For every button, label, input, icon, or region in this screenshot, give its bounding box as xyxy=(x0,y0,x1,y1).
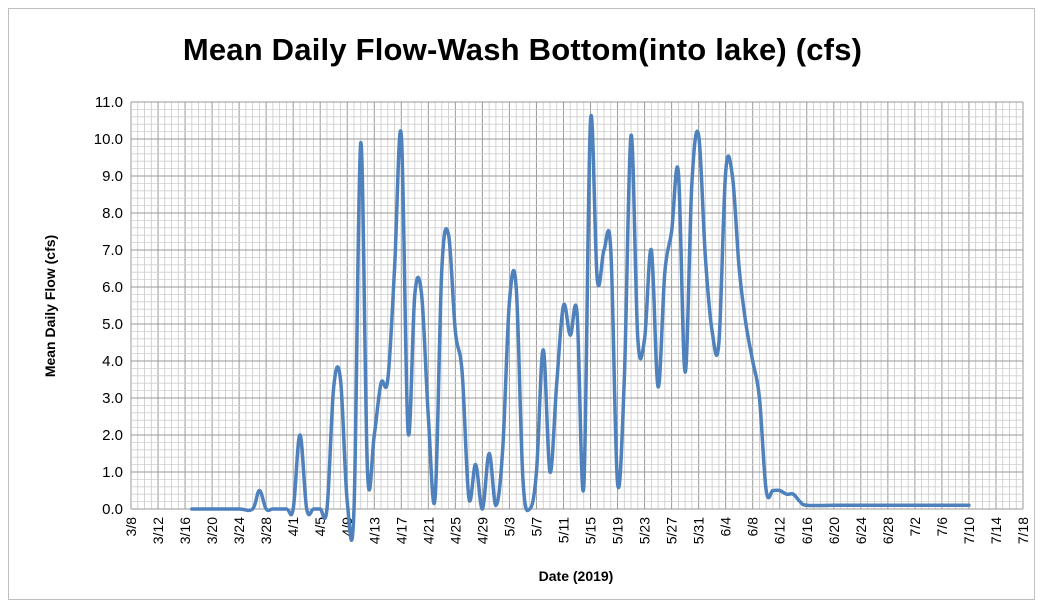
y-tick-label: 7.0 xyxy=(102,242,123,259)
x-tick-label: 3/20 xyxy=(204,517,220,544)
x-tick-label: 5/19 xyxy=(610,517,626,544)
y-tick-label: 2.0 xyxy=(102,427,123,444)
x-tick-label: 5/7 xyxy=(528,517,544,537)
x-tick-label: 5/15 xyxy=(583,517,599,544)
x-tick-label: 5/11 xyxy=(555,517,571,543)
x-tick-label: 4/25 xyxy=(447,517,463,544)
x-axis-label: Date (2019) xyxy=(539,568,614,584)
x-tick-label: 3/12 xyxy=(150,517,166,544)
x-tick-label: 5/31 xyxy=(691,517,707,544)
x-tick-label: 7/10 xyxy=(961,517,977,544)
x-tick-label: 3/16 xyxy=(177,517,193,544)
x-tick-label: 4/1 xyxy=(285,517,301,537)
x-tick-label: 5/3 xyxy=(501,517,517,537)
x-tick-label: 5/23 xyxy=(637,517,653,544)
y-tick-label: 4.0 xyxy=(102,353,123,370)
x-tick-label: 7/14 xyxy=(988,517,1004,544)
data-series xyxy=(192,116,969,541)
x-tick-label: 7/18 xyxy=(1015,517,1031,544)
x-tick-label: 4/29 xyxy=(474,517,490,544)
x-tick-label: 6/28 xyxy=(880,517,896,544)
y-axis-label: Mean Daily Flow (cfs) xyxy=(42,235,58,377)
x-tick-label: 6/8 xyxy=(745,517,761,537)
x-tick-label: 4/21 xyxy=(420,517,436,544)
y-tick-label: 10.0 xyxy=(94,131,123,148)
x-tick-label: 3/8 xyxy=(123,517,139,537)
series-line xyxy=(192,116,969,541)
y-axis-ticks: 0.0 1.0 2.0 3.0 4.0 5.0 6.0 7.0 8.0 9.0 10.0 11.0 xyxy=(94,94,123,518)
x-tick-label: 5/27 xyxy=(664,517,680,544)
x-tick-label: 6/20 xyxy=(826,517,842,544)
y-tick-label: 6.0 xyxy=(102,279,123,296)
y-tick-label: 11.0 xyxy=(95,94,123,111)
x-tick-label: 3/24 xyxy=(231,517,247,544)
x-tick-label: 7/6 xyxy=(934,517,950,537)
x-axis-ticks: 3/8 3/12 3/16 3/20 3/24 3/28 4/1 4/5 4/9 4/13 4/17… xyxy=(123,517,1031,544)
y-tick-label: 3.0 xyxy=(102,390,123,407)
x-tick-label: 7/2 xyxy=(907,517,923,537)
x-tick-label: 6/4 xyxy=(718,517,734,537)
y-tick-label: 1.0 xyxy=(102,464,123,481)
x-tick-label: 6/24 xyxy=(853,517,869,544)
y-tick-label: 0.0 xyxy=(102,501,123,518)
x-tick-label: 4/13 xyxy=(366,517,382,544)
y-tick-label: 5.0 xyxy=(102,316,123,333)
x-tick-label: 4/17 xyxy=(393,517,409,544)
x-tick-label: 6/12 xyxy=(772,517,788,544)
y-tick-label: 8.0 xyxy=(102,205,123,222)
y-tick-label: 9.0 xyxy=(102,168,123,185)
x-tick-label: 6/16 xyxy=(799,517,815,544)
x-tick-label: 3/28 xyxy=(258,517,274,544)
